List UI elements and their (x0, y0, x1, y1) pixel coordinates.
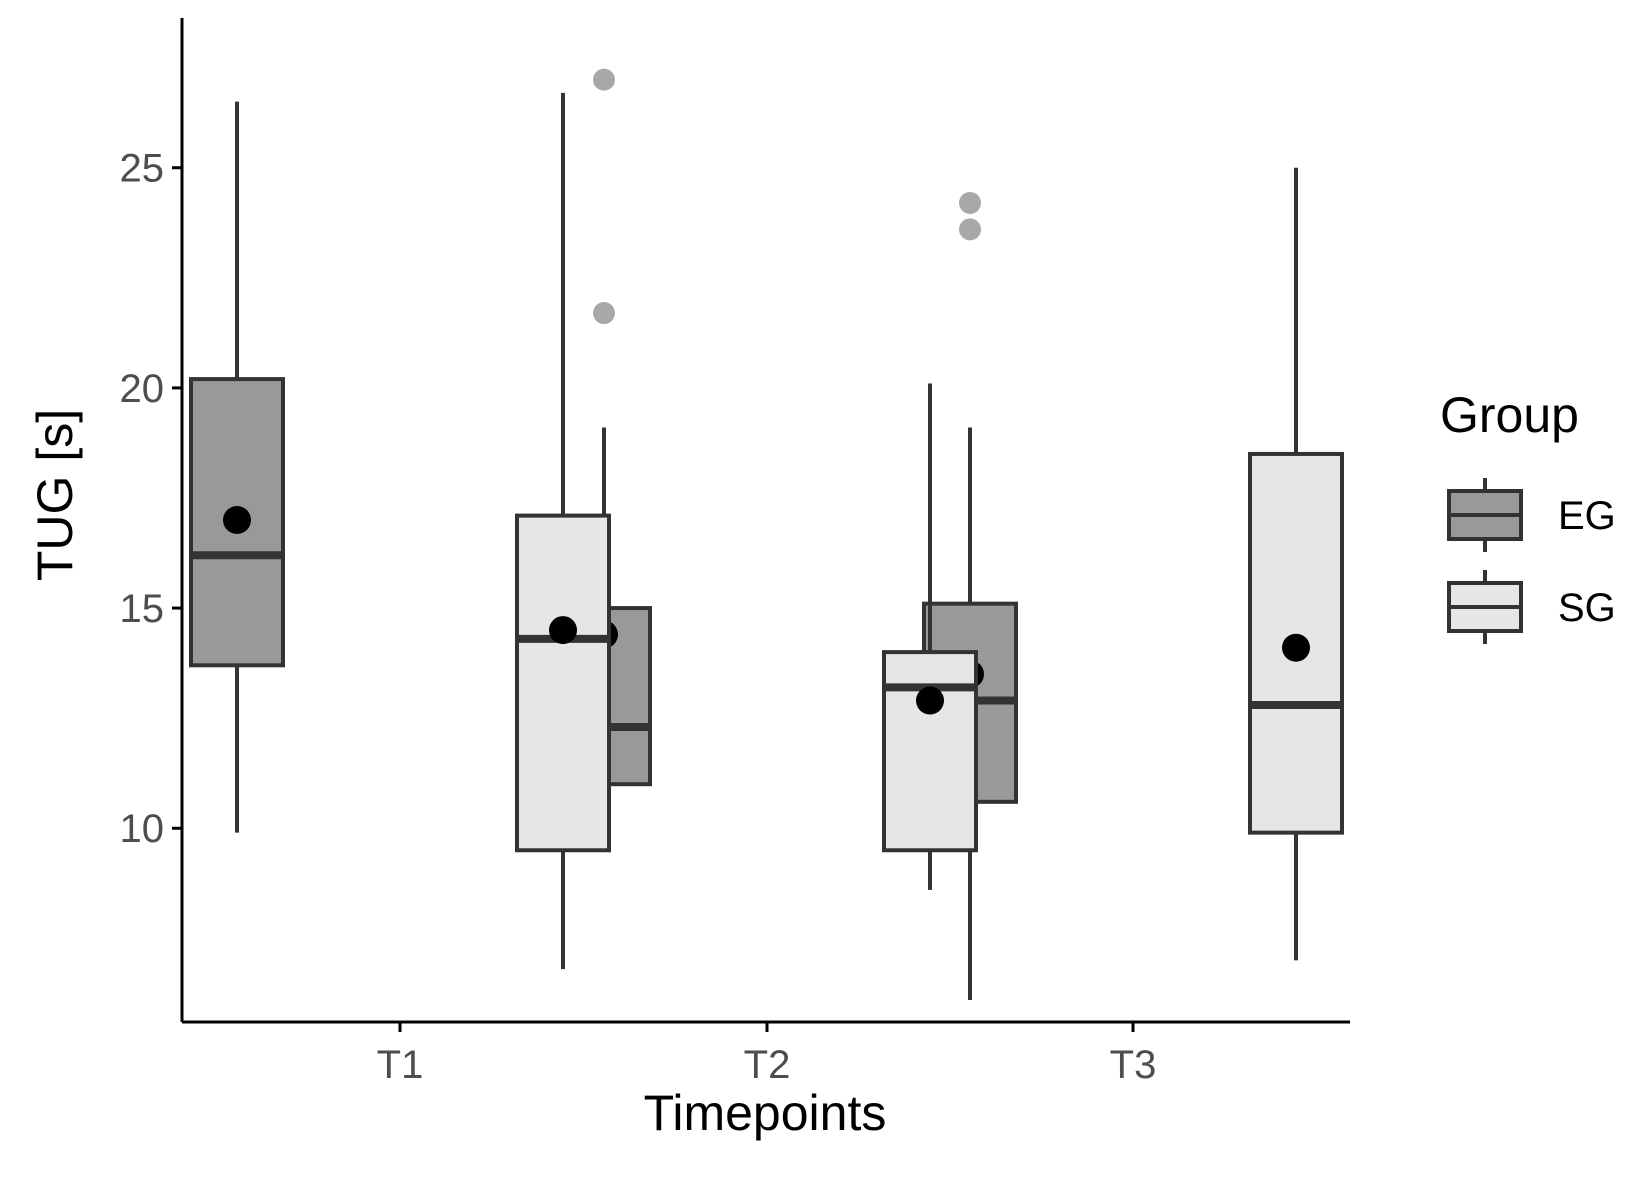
box-SG-T1 (515, 92, 611, 970)
mean-point (549, 616, 577, 645)
mean-point (1282, 633, 1310, 662)
y-ticks: 10 15 20 25 (120, 147, 182, 851)
legend: Group EG SG (1440, 387, 1616, 644)
legend-entry-SG: SG (1447, 570, 1616, 644)
legend-entries: EG SG (1447, 478, 1616, 644)
y-tick-label: 20 (120, 367, 165, 411)
iqr-box (1248, 451, 1344, 835)
box-SG-T3 (1248, 167, 1344, 961)
outlier-point (959, 191, 981, 214)
x-axis-title: Timepoints (644, 1085, 887, 1141)
x-ticks: T1 T2 T3 (377, 1022, 1157, 1087)
legend-label: SG (1558, 586, 1616, 630)
legend-label: EG (1558, 494, 1616, 538)
box-SG-T2 (882, 383, 978, 890)
axes: 10 15 20 25 T1 T2 T3 (120, 18, 1350, 1087)
x-tick-label: T3 (1110, 1043, 1157, 1087)
iqr-box (515, 513, 611, 853)
box-EG-T1 (189, 101, 285, 833)
x-tick-label: T2 (744, 1043, 791, 1087)
legend-entry-EG: EG (1447, 478, 1616, 552)
plot-marks (189, 68, 1344, 1000)
mean-point (916, 686, 944, 715)
outlier-point (959, 218, 981, 241)
y-axis-title: TUG [s] (27, 409, 83, 581)
x-tick-label: T1 (377, 1043, 424, 1087)
outlier-point (593, 68, 615, 91)
y-tick-label: 15 (120, 587, 165, 631)
mean-point (223, 506, 251, 534)
box-EG-T3 (922, 191, 1018, 1000)
outlier-point (593, 302, 615, 325)
iqr-box (882, 650, 978, 853)
y-tick-label: 10 (120, 807, 165, 851)
y-tick-label: 25 (120, 147, 165, 191)
legend-title: Group (1440, 387, 1579, 443)
